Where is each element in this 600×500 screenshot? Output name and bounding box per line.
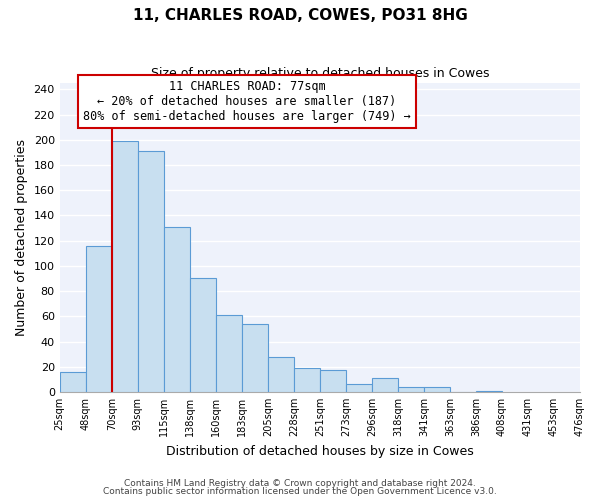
Bar xyxy=(59,372,86,392)
Text: 11 CHARLES ROAD: 77sqm
← 20% of detached houses are smaller (187)
80% of semi-de: 11 CHARLES ROAD: 77sqm ← 20% of detached… xyxy=(83,80,411,123)
Bar xyxy=(268,356,294,392)
Bar xyxy=(320,370,346,392)
Bar xyxy=(476,390,502,392)
Bar xyxy=(86,246,112,392)
Text: Contains public sector information licensed under the Open Government Licence v3: Contains public sector information licen… xyxy=(103,487,497,496)
Y-axis label: Number of detached properties: Number of detached properties xyxy=(15,139,28,336)
Bar xyxy=(242,324,268,392)
Bar xyxy=(138,151,164,392)
Bar xyxy=(294,368,320,392)
Text: Contains HM Land Registry data © Crown copyright and database right 2024.: Contains HM Land Registry data © Crown c… xyxy=(124,478,476,488)
Title: Size of property relative to detached houses in Cowes: Size of property relative to detached ho… xyxy=(151,68,489,80)
Bar xyxy=(424,387,450,392)
Bar xyxy=(372,378,398,392)
Bar xyxy=(398,387,424,392)
Bar xyxy=(346,384,372,392)
Bar xyxy=(216,315,242,392)
Text: 11, CHARLES ROAD, COWES, PO31 8HG: 11, CHARLES ROAD, COWES, PO31 8HG xyxy=(133,8,467,22)
Bar xyxy=(112,141,138,392)
Bar xyxy=(190,278,216,392)
Bar xyxy=(164,227,190,392)
X-axis label: Distribution of detached houses by size in Cowes: Distribution of detached houses by size … xyxy=(166,444,474,458)
